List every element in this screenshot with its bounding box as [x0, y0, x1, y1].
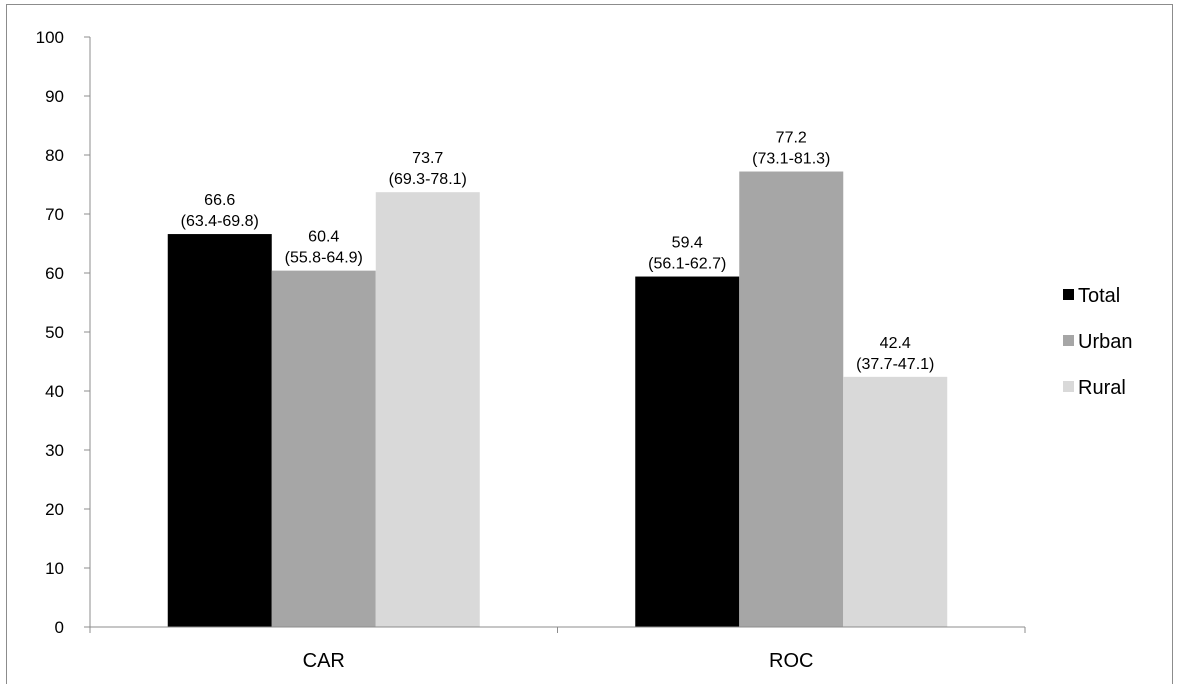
axes-layer: 0 10 20 30 40 50 60 70 80 90 100 CAR ROC — [36, 28, 1026, 672]
data-label-ci-car-urban: (55.8-64.9) — [285, 250, 363, 267]
y-tick-label: 0 — [55, 618, 64, 637]
data-label-value-roc-rural: 42.4 — [880, 335, 911, 352]
y-tick-label: 20 — [45, 500, 64, 519]
legend: Total Urban Rural — [1063, 285, 1132, 399]
bar-roc-rural — [843, 376, 948, 627]
data-label-value-roc-total: 59.4 — [672, 235, 703, 252]
x-tick-label-car: CAR — [303, 650, 345, 672]
data-labels-layer: 66.6 (63.4-69.8) 60.4 (55.8-64.9) 73.7 (69.3-… — [181, 130, 935, 373]
data-label-ci-roc-rural: (37.7-47.1) — [856, 356, 934, 373]
y-tick-label: 40 — [45, 382, 64, 401]
x-tick-label-roc: ROC — [769, 650, 813, 672]
bar-car-total — [167, 234, 272, 627]
data-label-ci-car-total: (63.4-69.8) — [181, 213, 259, 230]
y-tick-label: 10 — [45, 559, 64, 578]
y-tick-label: 70 — [45, 205, 64, 224]
data-label-value-roc-urban: 77.2 — [776, 130, 807, 147]
legend-label-total: Total — [1078, 285, 1120, 307]
bar-car-urban — [271, 270, 376, 627]
y-tick-label: 100 — [36, 28, 64, 47]
data-label-ci-roc-total: (56.1-62.7) — [648, 256, 726, 273]
y-tick-label: 90 — [45, 87, 64, 106]
y-tick-label: 50 — [45, 323, 64, 342]
legend-swatch-urban — [1063, 335, 1074, 346]
bars-layer — [167, 171, 948, 628]
legend-label-rural: Rural — [1078, 377, 1126, 399]
data-label-value-car-urban: 60.4 — [308, 229, 339, 246]
legend-label-urban: Urban — [1078, 331, 1132, 353]
y-tick-label: 80 — [45, 146, 64, 165]
data-label-ci-roc-urban: (73.1-81.3) — [752, 151, 830, 168]
y-tick-label: 30 — [45, 441, 64, 460]
bar-roc-total — [635, 276, 740, 627]
legend-swatch-total — [1063, 289, 1074, 300]
data-label-ci-car-rural: (69.3-78.1) — [389, 171, 467, 188]
bar-car-rural — [375, 192, 480, 628]
y-tick-label: 60 — [45, 264, 64, 283]
data-label-value-car-total: 66.6 — [204, 192, 235, 209]
data-label-value-car-rural: 73.7 — [412, 150, 443, 167]
legend-swatch-rural — [1063, 381, 1074, 392]
bar-roc-urban — [739, 171, 844, 627]
